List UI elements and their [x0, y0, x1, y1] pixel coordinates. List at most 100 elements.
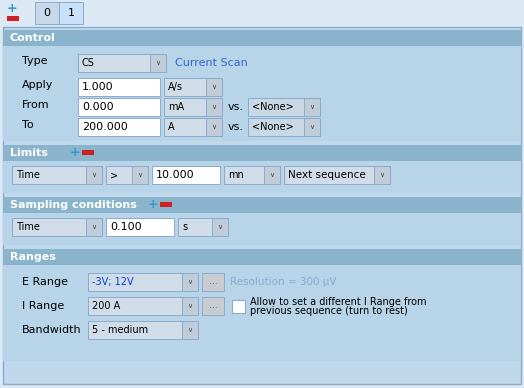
- Text: A/s: A/s: [168, 82, 183, 92]
- Text: ∨: ∨: [212, 104, 216, 110]
- Text: 200 A: 200 A: [92, 301, 120, 311]
- Text: Time: Time: [16, 222, 40, 232]
- Text: ...: ...: [209, 277, 217, 286]
- Text: vs.: vs.: [228, 122, 244, 132]
- Text: +: +: [70, 147, 81, 159]
- Bar: [284, 166, 390, 184]
- Text: Time: Time: [16, 170, 40, 180]
- Bar: [150, 54, 166, 72]
- Bar: [132, 166, 148, 184]
- Bar: [78, 54, 166, 72]
- Bar: [86, 218, 102, 236]
- Text: 5 - medium: 5 - medium: [92, 325, 148, 335]
- Bar: [206, 118, 222, 136]
- Bar: [160, 202, 172, 207]
- Bar: [3, 249, 521, 265]
- Text: s: s: [182, 222, 187, 232]
- Text: Next sequence: Next sequence: [288, 170, 366, 180]
- Text: 0.000: 0.000: [82, 102, 114, 112]
- Text: Ranges: Ranges: [10, 252, 56, 262]
- Bar: [152, 166, 220, 184]
- Text: >: >: [110, 170, 118, 180]
- Text: 1: 1: [68, 8, 74, 18]
- Text: ∨: ∨: [310, 104, 314, 110]
- Bar: [3, 265, 521, 361]
- Text: +: +: [148, 199, 159, 211]
- Text: ...: ...: [209, 301, 217, 310]
- Bar: [178, 218, 228, 236]
- Text: 0: 0: [43, 8, 50, 18]
- Text: Control: Control: [10, 33, 56, 43]
- Text: ∨: ∨: [137, 172, 143, 178]
- Bar: [88, 273, 198, 291]
- Text: Allow to set a different I Range from: Allow to set a different I Range from: [250, 297, 427, 307]
- Bar: [304, 98, 320, 116]
- Bar: [164, 98, 222, 116]
- Bar: [206, 78, 222, 96]
- Text: 1.000: 1.000: [82, 82, 114, 92]
- Text: ∨: ∨: [188, 279, 192, 285]
- Bar: [374, 166, 390, 184]
- Bar: [248, 118, 320, 136]
- Bar: [78, 98, 160, 116]
- Text: <None>: <None>: [252, 102, 294, 112]
- Text: ∨: ∨: [217, 224, 223, 230]
- Text: +: +: [7, 2, 18, 14]
- Text: ∨: ∨: [310, 124, 314, 130]
- Text: ∨: ∨: [269, 172, 275, 178]
- Bar: [206, 98, 222, 116]
- Bar: [106, 218, 174, 236]
- Bar: [3, 30, 521, 46]
- Text: Limits: Limits: [10, 148, 48, 158]
- Text: ∨: ∨: [156, 60, 160, 66]
- Text: 200.000: 200.000: [82, 122, 128, 132]
- Bar: [182, 273, 198, 291]
- Text: I Range: I Range: [22, 301, 64, 311]
- Bar: [3, 213, 521, 245]
- Text: To: To: [22, 120, 34, 130]
- Bar: [88, 321, 198, 339]
- Bar: [224, 166, 280, 184]
- Bar: [264, 166, 280, 184]
- Text: vs.: vs.: [228, 102, 244, 112]
- Text: From: From: [22, 100, 50, 110]
- Text: -3V; 12V: -3V; 12V: [92, 277, 134, 287]
- Text: ∨: ∨: [91, 224, 96, 230]
- Bar: [212, 218, 228, 236]
- Text: Type: Type: [22, 56, 48, 66]
- Bar: [59, 2, 83, 24]
- Bar: [304, 118, 320, 136]
- Bar: [86, 166, 102, 184]
- Bar: [3, 46, 521, 141]
- Text: A: A: [168, 122, 174, 132]
- Bar: [106, 166, 148, 184]
- Text: mA: mA: [168, 102, 184, 112]
- Bar: [82, 150, 94, 155]
- Bar: [3, 161, 521, 193]
- Bar: [35, 2, 59, 24]
- Bar: [7, 16, 19, 21]
- Bar: [164, 118, 222, 136]
- Bar: [232, 300, 245, 313]
- Text: Bandwidth: Bandwidth: [22, 325, 82, 335]
- Text: Apply: Apply: [22, 80, 53, 90]
- Text: ∨: ∨: [188, 303, 192, 309]
- Bar: [88, 297, 198, 315]
- Text: <None>: <None>: [252, 122, 294, 132]
- Bar: [3, 145, 521, 161]
- Text: Current Scan: Current Scan: [175, 58, 248, 68]
- Text: CS: CS: [82, 58, 95, 68]
- Bar: [0, 0, 524, 26]
- Bar: [182, 297, 198, 315]
- Text: previous sequence (turn to rest): previous sequence (turn to rest): [250, 306, 408, 316]
- Bar: [164, 78, 222, 96]
- Text: Sampling conditions: Sampling conditions: [10, 200, 137, 210]
- Text: Resolution = 300 µV: Resolution = 300 µV: [230, 277, 336, 287]
- Text: E Range: E Range: [22, 277, 68, 287]
- Text: ∨: ∨: [212, 84, 216, 90]
- Bar: [248, 98, 320, 116]
- Bar: [3, 197, 521, 213]
- Text: ∨: ∨: [91, 172, 96, 178]
- Bar: [78, 78, 160, 96]
- Text: 10.000: 10.000: [156, 170, 194, 180]
